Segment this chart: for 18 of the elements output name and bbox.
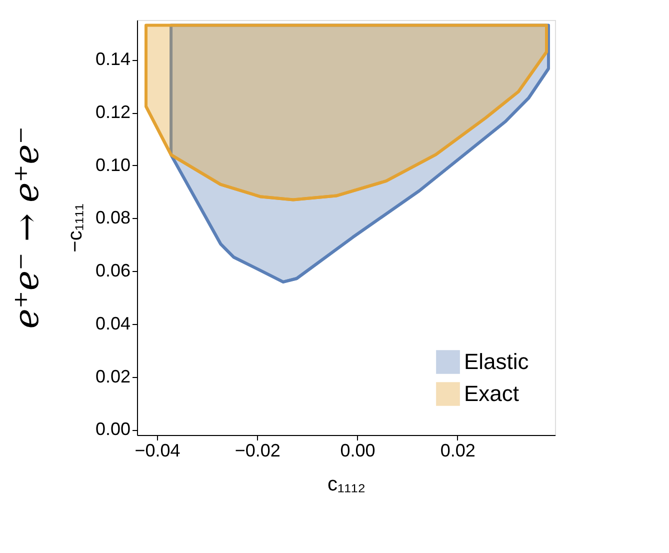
y-tick-label: 0.04 xyxy=(95,313,130,334)
x-tick-label: 0.02 xyxy=(440,440,476,460)
line-series xyxy=(170,67,550,284)
y-tick-label: 0.06 xyxy=(95,260,130,281)
y-tick-label: 0.12 xyxy=(95,102,130,122)
x-tick-label: −0.02 xyxy=(234,440,280,460)
text: e⁺e⁻ → e⁺e⁻ xyxy=(6,126,47,329)
x-tick-label: 0.00 xyxy=(340,440,376,460)
y-tick-label: 0.08 xyxy=(95,208,130,228)
x-axis-title: c₁₁₁₂ xyxy=(327,474,366,496)
y-tick-label: 0.10 xyxy=(95,154,130,175)
y-axis-title: −c₁₁₁₁ xyxy=(64,203,86,252)
y-tick-label: 0.00 xyxy=(95,419,130,440)
y-tick-label: 0.14 xyxy=(95,49,130,70)
y-tick-label: 0.02 xyxy=(95,366,130,386)
legend-label: Elastic xyxy=(464,349,529,374)
x-tick-label: −0.04 xyxy=(134,440,180,460)
legend-label: Exact xyxy=(464,381,520,406)
